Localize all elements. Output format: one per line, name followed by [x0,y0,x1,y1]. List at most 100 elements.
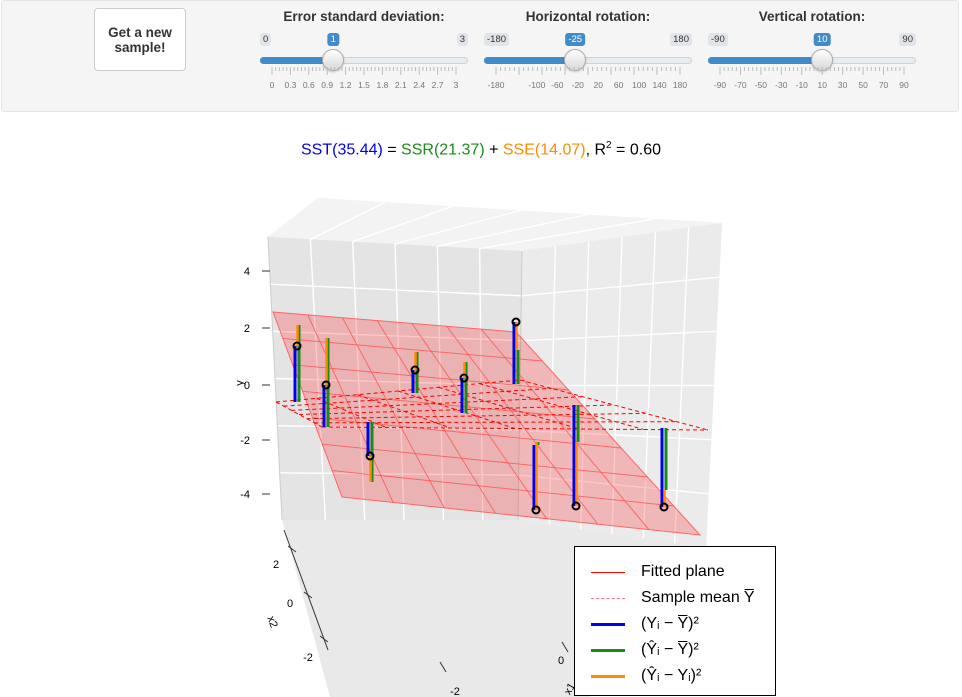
slider-fill [260,57,334,64]
slider-value-badge: -25 [565,33,586,46]
slider-tick-label: 0.3 [284,80,297,90]
slider-tick-label: 0 [269,80,275,90]
slider-tick-label: -100 [528,80,546,90]
slider-ticks [271,67,457,75]
plane-grid-line [480,328,650,530]
plane-grid-line [292,364,569,391]
plane-grid-line [302,390,595,420]
x2-axis: 2 0 -2 x2 [264,529,329,664]
slider-handle[interactable] [322,49,345,71]
observation [321,338,331,427]
legend-item-sst: (Yᵢ − Y̅)² [591,612,699,636]
plane-grid-line [322,443,648,478]
slider-tick-label: -50 [754,80,768,90]
slider-handle[interactable] [564,49,587,71]
gridline [479,218,655,250]
slider-value-badge: 10 [813,33,831,46]
y-tick-label: -2 [240,435,250,447]
box-edge [267,236,283,521]
residual-segments [292,317,669,515]
slider-tick-label: 0.9 [321,80,334,90]
plot-box-top [268,198,722,251]
slider-tick-label: 10 [817,80,827,90]
slider-max-badge: 180 [670,33,692,46]
slider-tick-label: -70 [734,80,747,90]
slider-tick-label: 1.2 [339,80,352,90]
legend-swatch [591,648,625,652]
slider-tick-label: -30 [775,80,788,90]
legend: Fitted plane Sample mean Y̅ (Yᵢ − Y̅)² (… [574,546,776,696]
vertical-rotation-label: Vertical rotation: [758,9,866,24]
horizontal-rotation-slider[interactable]: Horizontal rotation: -180 180 -25 -180 -1… [484,9,692,99]
observation [410,352,420,393]
anova-formula: SST(35.44) = SSR(21.37) + SSE(14.07), R2… [0,140,962,159]
legend-label: (Ŷᵢ − Y̅)² [641,641,699,658]
slider-tick-label: 50 [858,80,868,90]
horizontal-rotation-label: Horizontal rotation: [525,9,651,24]
observation [511,317,521,384]
slider-ticks [495,67,681,75]
plane-grid-line [411,323,547,519]
mean-plane-line [519,379,709,431]
slider-tick-label: 2.4 [413,80,426,90]
legend-swatch [591,622,625,626]
observation [659,428,669,512]
x2-tick-label: 0 [287,598,293,610]
error-sd-slider[interactable]: Error standard deviation: 0 3 1 0 0.3 0.6 0… [260,9,468,99]
error-sd-label: Error standard deviation: [283,9,445,24]
plane-grid-line [307,314,394,503]
gridline [277,424,520,432]
slider-ticks [719,67,905,75]
legend-item-ssr: (Ŷᵢ − Y̅)² [591,638,699,662]
sst-text: SST(35.44) [301,141,383,159]
slider-fill [484,57,576,64]
gridline [279,472,519,476]
slider-tick-label: 180 [672,80,688,90]
observation-point [571,501,581,511]
slider-min-badge: 0 [260,33,272,46]
slider-tick-label: 140 [652,80,667,90]
legend-label: (Ŷᵢ − Yᵢ)² [641,667,702,684]
legend-item-sse: (Ŷᵢ − Yᵢ)² [591,664,701,688]
mean-plane-line [314,421,677,424]
x1-tick-label: 0 [558,655,564,667]
plot-box-left-wall [268,237,522,520]
plane-grid-line [332,470,674,507]
gridline [310,201,386,240]
slider-fill [708,57,823,64]
sample-mean-plane [275,379,709,431]
legend-label: Sample mean Y̅ [641,589,755,606]
slider-tick-label: 1.8 [376,80,389,90]
slider-tick-label: 3 [453,80,459,90]
observation [292,325,302,402]
legend-swatch [591,597,625,599]
observation-point [659,502,669,512]
plus-text: + [484,141,503,159]
slider-tick-label: 20 [593,80,603,90]
observation-point [531,505,541,515]
plot-gridlines [270,201,720,544]
new-sample-button[interactable]: Get a new sample! [94,8,186,71]
gridline [272,330,521,342]
observation [571,405,581,511]
slider-tick-label: 30 [837,80,848,90]
slider-tick-label: -20 [571,80,584,90]
slider-tick-label: 70 [878,80,889,90]
slider-tick-label: 2.1 [394,80,407,90]
r2-prefix: , R [585,141,607,159]
equals-text: = [382,141,402,159]
plane-grid-line [342,317,445,509]
slider-max-badge: 90 [899,33,916,46]
observation-point [365,451,375,461]
gridline [673,227,690,544]
observation-point [511,317,521,327]
y-tick-label: 4 [244,266,250,278]
vertical-rotation-slider[interactable]: Vertical rotation: -90 90 10 -90 -70 -50 -3… [708,9,916,99]
slider-tick-label: -10 [795,80,808,90]
y-axis-label: y [234,380,246,386]
x2-tick-label: -2 [303,652,313,664]
r2-value: = 0.60 [611,141,661,159]
observation [531,442,541,515]
gridline [352,205,453,243]
